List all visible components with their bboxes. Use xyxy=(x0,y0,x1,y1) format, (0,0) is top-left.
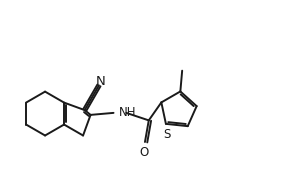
Text: O: O xyxy=(139,146,148,159)
Text: NH: NH xyxy=(119,106,136,119)
Text: N: N xyxy=(96,75,105,88)
Text: S: S xyxy=(164,128,171,141)
